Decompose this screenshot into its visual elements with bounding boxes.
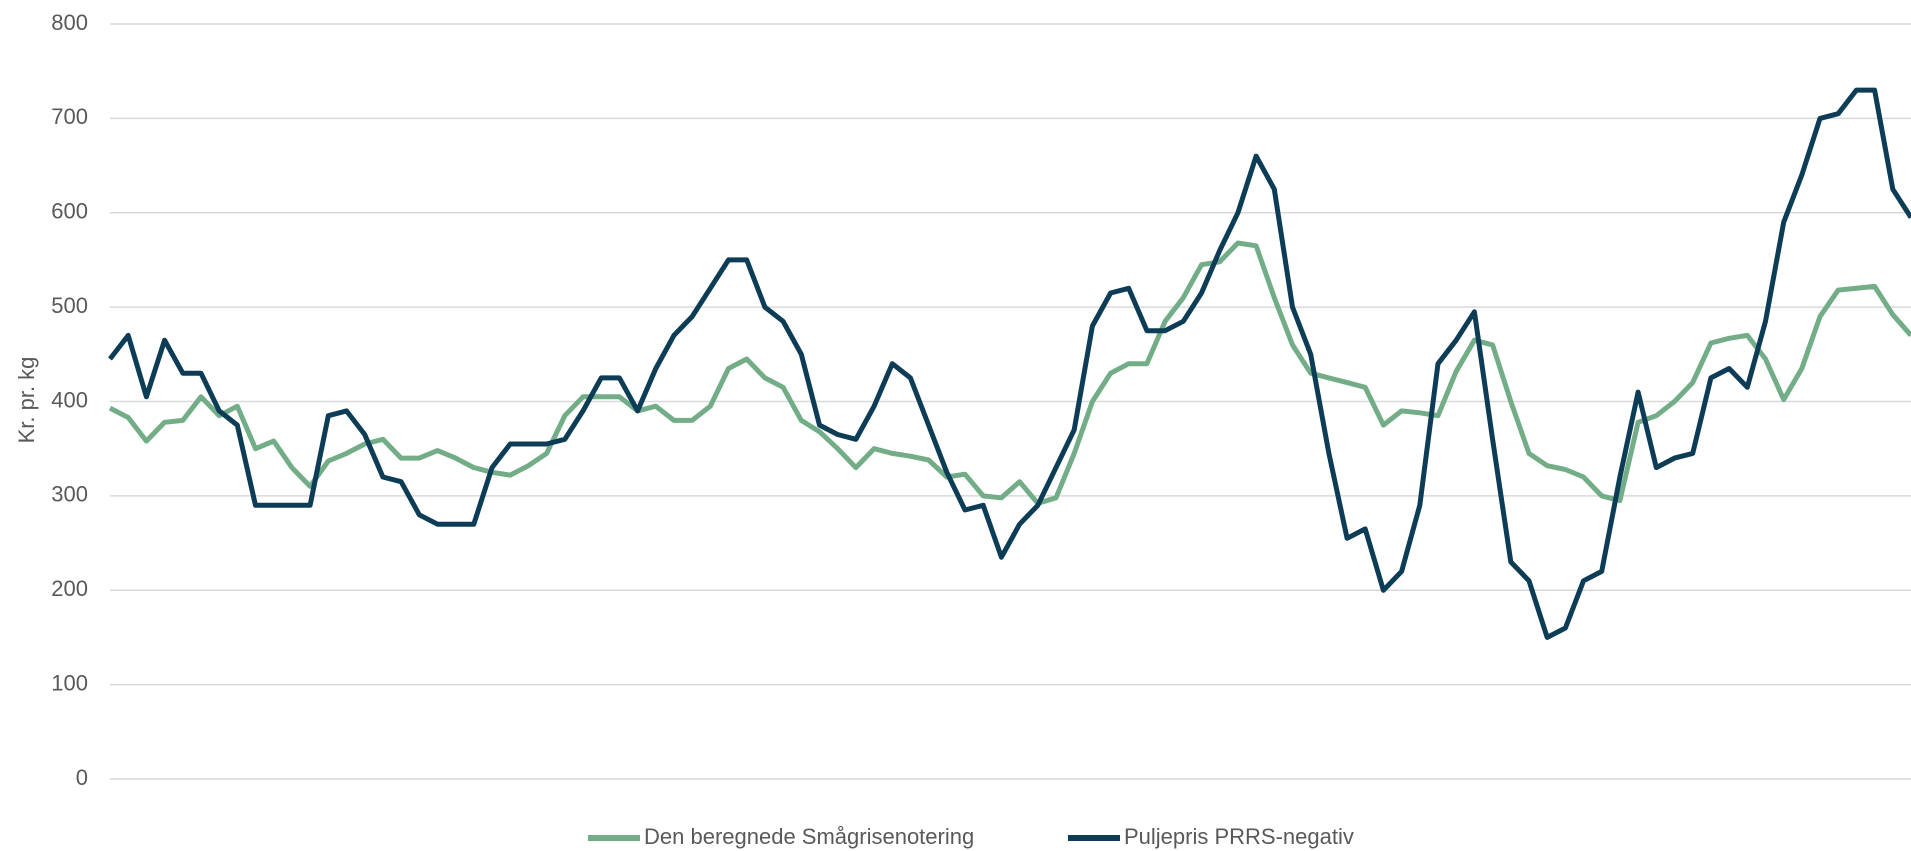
- y-tick-label: 500: [51, 293, 88, 318]
- y-tick-label: 200: [51, 576, 88, 601]
- y-tick-label: 0: [76, 765, 88, 790]
- y-tick-label: 400: [51, 387, 88, 412]
- y-axis-label: Kr. pr. kg: [14, 357, 39, 444]
- series-line: [108, 240, 1911, 506]
- y-tick-label: 800: [51, 10, 88, 35]
- y-tick-label: 600: [51, 199, 88, 224]
- legend-label: Puljepris PRRS-negativ: [1124, 824, 1354, 849]
- legend-label: Den beregnede Smågrisenotering: [644, 824, 974, 849]
- y-tick-label: 100: [51, 670, 88, 695]
- series-line: [108, 87, 1911, 640]
- y-tick-label: 300: [51, 482, 88, 507]
- y-tick-label: 700: [51, 104, 88, 129]
